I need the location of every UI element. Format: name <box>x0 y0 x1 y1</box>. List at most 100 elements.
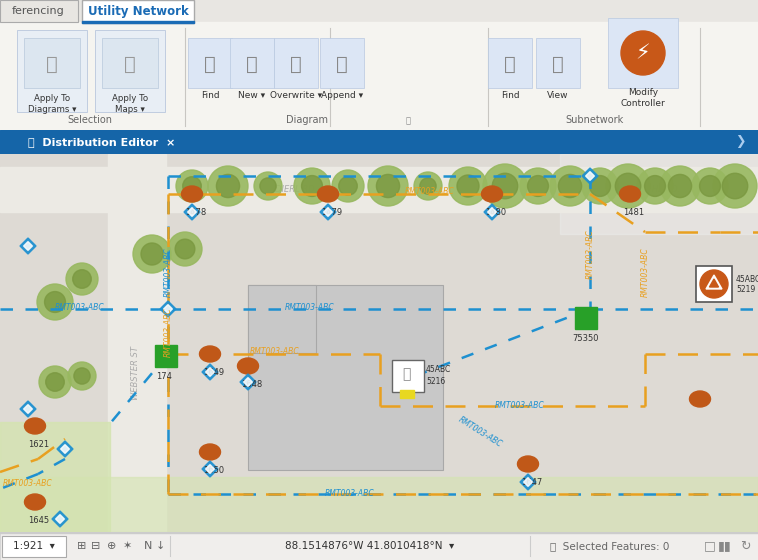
Bar <box>0 22 758 130</box>
Circle shape <box>520 168 556 204</box>
Bar <box>17 30 87 112</box>
Bar <box>188 38 232 88</box>
Text: RMT003-ABC: RMT003-ABC <box>456 415 503 449</box>
Circle shape <box>208 166 248 206</box>
Circle shape <box>414 172 442 200</box>
Circle shape <box>457 175 479 197</box>
Ellipse shape <box>690 391 710 407</box>
Text: 📄: 📄 <box>124 54 136 73</box>
Ellipse shape <box>318 186 339 202</box>
Circle shape <box>637 168 673 204</box>
Text: 174: 174 <box>156 372 172 381</box>
Text: Find: Find <box>501 91 519 100</box>
Bar <box>82 21 194 23</box>
Text: View: View <box>547 91 568 100</box>
Circle shape <box>183 177 202 195</box>
Polygon shape <box>324 208 333 216</box>
Polygon shape <box>484 204 500 220</box>
Circle shape <box>550 166 590 206</box>
Text: RMT003-ABC: RMT003-ABC <box>55 302 105 311</box>
Text: Apply To
Maps ▾: Apply To Maps ▾ <box>112 94 148 114</box>
Text: Overwrite ▾: Overwrite ▾ <box>270 91 322 100</box>
Text: New ▾: New ▾ <box>239 91 265 100</box>
Circle shape <box>420 178 436 194</box>
Text: 45ABC: 45ABC <box>426 366 451 375</box>
Text: Subnetwork: Subnetwork <box>565 115 623 125</box>
Polygon shape <box>23 241 33 250</box>
Bar <box>0 167 758 212</box>
Text: 1650: 1650 <box>203 466 224 475</box>
Circle shape <box>722 173 747 199</box>
Text: RMT003-ABC: RMT003-ABC <box>164 247 173 297</box>
Text: RMT003-ABC: RMT003-ABC <box>585 229 594 279</box>
Text: RMT003-ABC: RMT003-ABC <box>3 479 53 488</box>
Polygon shape <box>205 367 215 376</box>
Text: DIERL RD: DIERL RD <box>275 184 315 194</box>
Text: 🗺: 🗺 <box>336 54 348 73</box>
Bar <box>155 345 177 367</box>
Text: ⊞: ⊞ <box>77 541 86 551</box>
Ellipse shape <box>237 358 258 374</box>
FancyBboxPatch shape <box>2 536 66 557</box>
Circle shape <box>176 170 208 202</box>
Text: Diagram: Diagram <box>286 115 328 125</box>
Polygon shape <box>184 204 200 220</box>
Circle shape <box>700 270 728 298</box>
Circle shape <box>74 368 90 384</box>
Ellipse shape <box>24 494 45 510</box>
Text: RMT003-ABC: RMT003-ABC <box>325 489 375 498</box>
Text: 🗺: 🗺 <box>246 54 258 73</box>
Bar <box>102 38 158 88</box>
Text: W. HL RD.: W. HL RD. <box>639 184 681 194</box>
Text: ▮▮: ▮▮ <box>718 539 732 553</box>
Polygon shape <box>164 305 172 314</box>
Polygon shape <box>20 401 36 417</box>
Circle shape <box>582 168 618 204</box>
Polygon shape <box>187 208 196 216</box>
FancyBboxPatch shape <box>0 0 78 22</box>
Bar <box>24 38 80 88</box>
Text: ferencing: ferencing <box>11 6 64 16</box>
Bar <box>0 532 758 533</box>
Polygon shape <box>20 238 36 254</box>
Text: 1480: 1480 <box>485 208 506 217</box>
Text: 🗺: 🗺 <box>552 54 564 73</box>
Circle shape <box>141 243 163 265</box>
Polygon shape <box>706 275 722 289</box>
Text: 🗺  Selected Features: 0: 🗺 Selected Features: 0 <box>550 541 669 551</box>
Bar <box>392 360 424 392</box>
Bar <box>488 38 532 88</box>
Bar <box>95 30 165 112</box>
Text: 🗺: 🗺 <box>504 54 516 73</box>
Polygon shape <box>202 461 218 477</box>
Ellipse shape <box>481 186 503 202</box>
Circle shape <box>254 172 282 200</box>
Bar <box>0 0 758 22</box>
Circle shape <box>37 284 73 320</box>
Text: WEBSTER ST: WEBSTER ST <box>130 346 139 400</box>
Text: 1649: 1649 <box>203 368 224 377</box>
Text: 1481: 1481 <box>623 208 644 217</box>
Bar <box>696 266 732 302</box>
FancyBboxPatch shape <box>82 0 194 23</box>
Circle shape <box>45 292 65 312</box>
Text: ✶: ✶ <box>124 541 133 551</box>
Text: 1478: 1478 <box>186 208 207 217</box>
Polygon shape <box>160 301 176 317</box>
Text: 1479: 1479 <box>321 208 343 217</box>
Ellipse shape <box>24 418 45 434</box>
Ellipse shape <box>181 186 202 202</box>
Circle shape <box>45 373 64 391</box>
Polygon shape <box>586 171 594 180</box>
Bar <box>400 390 414 398</box>
Circle shape <box>73 270 91 288</box>
Ellipse shape <box>518 456 538 472</box>
Circle shape <box>260 178 276 194</box>
Text: ⎘: ⎘ <box>402 367 410 381</box>
Text: Apply To
Diagrams ▾: Apply To Diagrams ▾ <box>28 94 77 114</box>
Polygon shape <box>240 374 256 390</box>
Text: 1:921  ▾: 1:921 ▾ <box>13 541 55 551</box>
Circle shape <box>294 168 330 204</box>
Circle shape <box>216 174 240 198</box>
Text: 5219: 5219 <box>736 286 755 295</box>
